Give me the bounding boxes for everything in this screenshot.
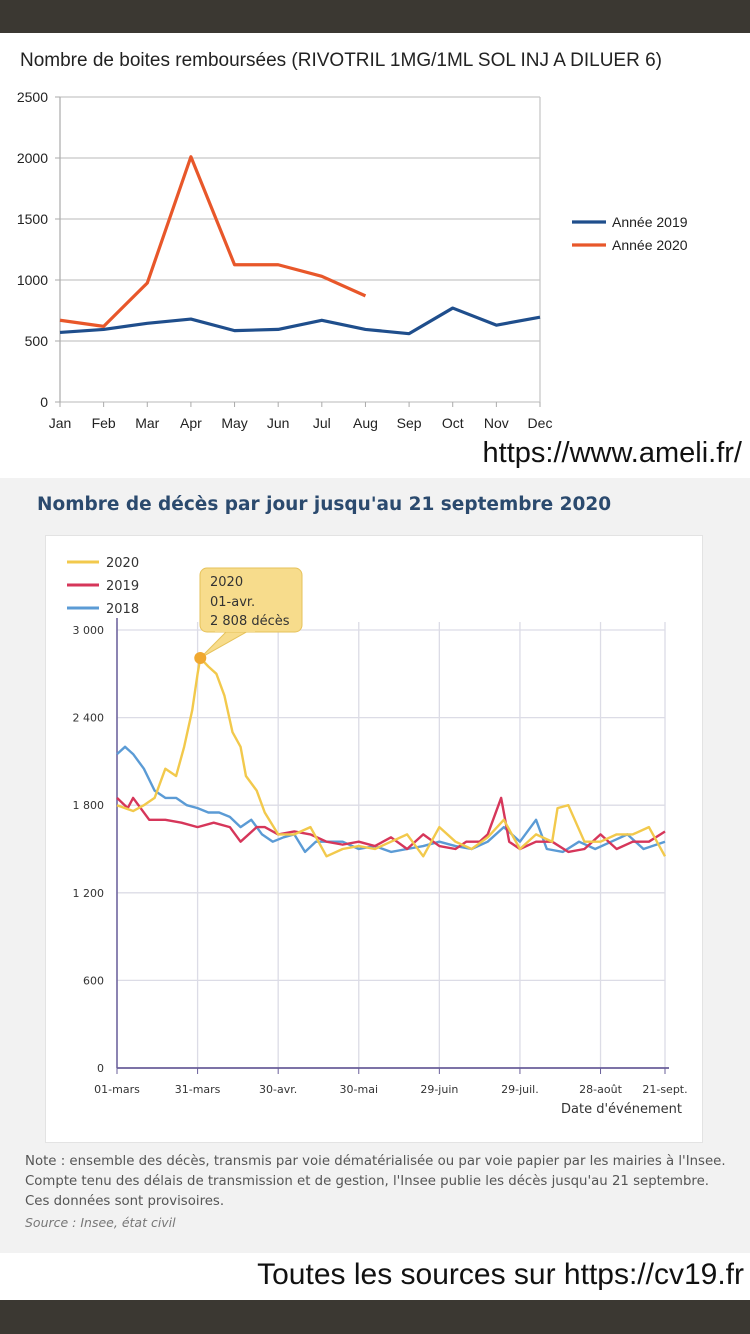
- x-tick-label: Aug: [353, 415, 378, 431]
- rivotril-chart: 0 500 1000 1500 2000 2500 Jan Feb Mar Apr May Jun Ju…: [17, 89, 688, 431]
- x-tick-label: Oct: [442, 415, 464, 431]
- series-line-2019: [116, 796, 666, 854]
- tooltip-year: 2020: [210, 575, 243, 590]
- x-tick-label: 28-août: [579, 1083, 622, 1096]
- tooltip-joint: [215, 626, 255, 632]
- y-tick-label: 0: [97, 1062, 104, 1075]
- x-tick-label: Jun: [267, 415, 290, 431]
- top-bar: [0, 0, 750, 33]
- y-tick-label: 2000: [17, 150, 48, 166]
- x-tick-label: Mar: [135, 415, 159, 431]
- x-tick-label: 29-juil.: [501, 1083, 539, 1096]
- chart2-source: Source : Insee, état civil: [25, 1215, 176, 1230]
- deaths-chart: 0 600 1 200 1 800 2 400 3 000 01-mars 31-mars 30…: [67, 556, 688, 1117]
- footer-sources: Toutes les sources sur https://cv19.fr: [257, 1258, 744, 1291]
- x-tick-label: Sep: [397, 415, 422, 431]
- y-tick-label: 2 400: [73, 712, 105, 725]
- chart2-note: Note : ensemble des décès, transmis par …: [25, 1154, 726, 1209]
- x-tick-label: 30-mai: [340, 1083, 378, 1096]
- x-tick-label: 31-mars: [175, 1083, 221, 1096]
- x-axis-label: Date d'événement: [561, 1102, 682, 1117]
- x-tick-label: Apr: [180, 415, 202, 431]
- y-tick-label: 1000: [17, 272, 48, 288]
- tooltip-value: 2 808 décès: [210, 614, 290, 629]
- series-line-Année-2019: [59, 306, 541, 336]
- x-tick-label: 29-juin: [420, 1083, 458, 1096]
- y-tick-label: 500: [25, 333, 49, 349]
- x-tick-label: Jul: [313, 415, 331, 431]
- ameli-url: https://www.ameli.fr/: [482, 437, 742, 469]
- x-tick-label: Feb: [92, 415, 116, 431]
- legend-label: Année 2020: [612, 237, 688, 253]
- x-tick-label: Jan: [49, 415, 72, 431]
- chart1-title: Nombre de boites remboursées (RIVOTRIL 1…: [20, 50, 663, 71]
- series-line-2020: [116, 656, 667, 858]
- tooltip-point: [194, 652, 207, 665]
- x-tick-label: Nov: [484, 415, 509, 431]
- y-tick-label: 0: [40, 394, 48, 410]
- x-tick-label: 21-sept.: [642, 1083, 687, 1096]
- x-tick-label: 30-avr.: [259, 1083, 297, 1096]
- x-tick-label: May: [221, 415, 247, 431]
- tooltip-pointer: [199, 629, 252, 659]
- legend-label: 2020: [106, 556, 139, 571]
- x-tick-label: 01-mars: [94, 1083, 140, 1096]
- series-line-Année-2020: [59, 155, 367, 328]
- x-tick-label: Dec: [528, 415, 553, 431]
- y-tick-label: 3 000: [73, 624, 105, 637]
- series-line-2018: [116, 745, 666, 854]
- chart2-title: Nombre de décès par jour jusqu'au 21 sep…: [37, 494, 612, 515]
- y-tick-label: 2500: [17, 89, 48, 105]
- y-tick-label: 600: [83, 974, 104, 987]
- legend-label: Année 2019: [612, 214, 688, 230]
- legend-label: 2018: [106, 602, 139, 617]
- tooltip-date: 01-avr.: [210, 595, 255, 610]
- y-tick-label: 1 800: [73, 799, 105, 812]
- bottom-bar: [0, 1300, 750, 1334]
- chart2-container: [45, 535, 703, 1143]
- y-tick-label: 1 200: [73, 887, 105, 900]
- legend-label: 2019: [106, 579, 139, 594]
- y-tick-label: 1500: [17, 211, 48, 227]
